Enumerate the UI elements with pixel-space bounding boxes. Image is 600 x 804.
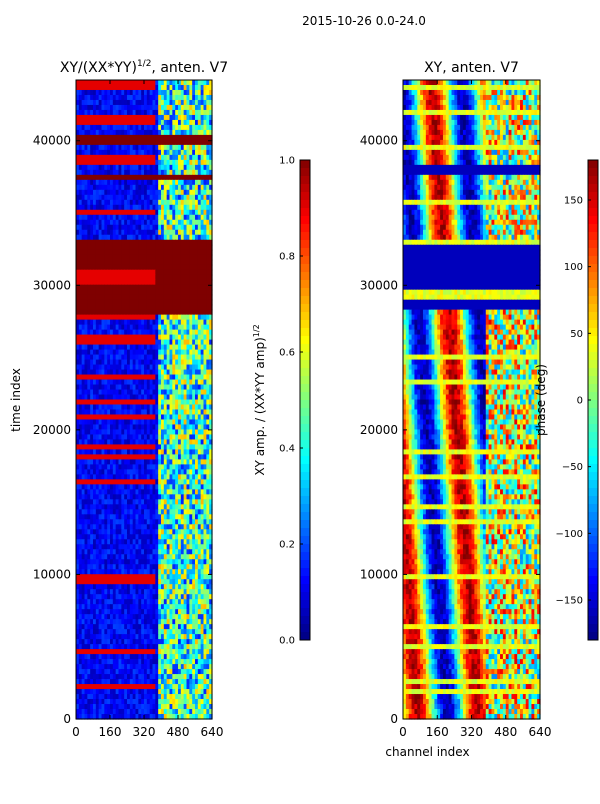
- colorbar-tick-label: −150: [556, 596, 583, 607]
- x-tick-label: 160: [426, 725, 449, 739]
- left-amplitude-panel: XY/(XX*YY)1/2, anten. V7 0 160 320 480 640 0 10…: [9, 59, 310, 739]
- y-tick-label: 20000: [33, 423, 71, 437]
- x-tick-label: 480: [167, 725, 190, 739]
- y-tick-label: 10000: [33, 567, 71, 581]
- colorbar-tick-label: −100: [556, 529, 583, 540]
- y-tick-label: 0: [390, 712, 398, 726]
- x-tick-label: 320: [460, 725, 483, 739]
- colorbar-tick-label: 0.4: [279, 444, 295, 455]
- colorbar-tick-label: 150: [564, 196, 583, 207]
- x-tick-label: 640: [201, 725, 224, 739]
- colorbar-tick-label: 0.6: [279, 348, 295, 359]
- colorbar-tick-label: 0.0: [279, 636, 295, 647]
- x-tick-label: 160: [99, 725, 122, 739]
- y-tick-label: 30000: [33, 278, 71, 292]
- colorbar-tick-label: 50: [570, 329, 583, 340]
- x-axis-label: channel index: [385, 745, 469, 759]
- y-tick-label: 40000: [33, 134, 71, 148]
- y-tick-label: 0: [63, 712, 71, 726]
- right-phase-panel: XY, anten. V7 0 160 320 480 640 0 10000 20000 300…: [360, 60, 598, 759]
- y-tick-label: 10000: [360, 567, 398, 581]
- x-tick-label: 320: [133, 725, 156, 739]
- colorbar-tick-label: 0.2: [279, 540, 295, 551]
- colorbar-tick-label: 0: [577, 396, 583, 407]
- y-tick-label: 40000: [360, 134, 398, 148]
- x-tick-label: 0: [399, 725, 407, 739]
- x-tick-label: 640: [529, 725, 552, 739]
- colorbar-label: phase (deg): [534, 364, 548, 436]
- colorbar-tick-label: 1.0: [279, 156, 295, 167]
- x-tick-label: 480: [494, 725, 517, 739]
- x-tick-label: 0: [72, 725, 80, 739]
- colorbar-tick-label: −50: [562, 462, 583, 473]
- panel-title: XY, anten. V7: [424, 60, 519, 76]
- y-tick-label: 20000: [360, 423, 398, 437]
- figure-suptitle: 2015-10-26 0.0-24.0: [302, 14, 426, 28]
- colorbar-tick-label: 0.8: [279, 252, 295, 263]
- colorbar-label: XY amp. / (XX*YY amp)1/2: [252, 324, 267, 475]
- colorbar-tick-label: 100: [564, 262, 583, 273]
- colorbar: [300, 160, 310, 641]
- panel-title: XY/(XX*YY)1/2, anten. V7: [60, 59, 228, 76]
- y-axis-label: time index: [9, 368, 23, 432]
- heatmap-image: [403, 80, 541, 720]
- y-tick-label: 30000: [360, 278, 398, 292]
- heatmap-image: [76, 80, 213, 720]
